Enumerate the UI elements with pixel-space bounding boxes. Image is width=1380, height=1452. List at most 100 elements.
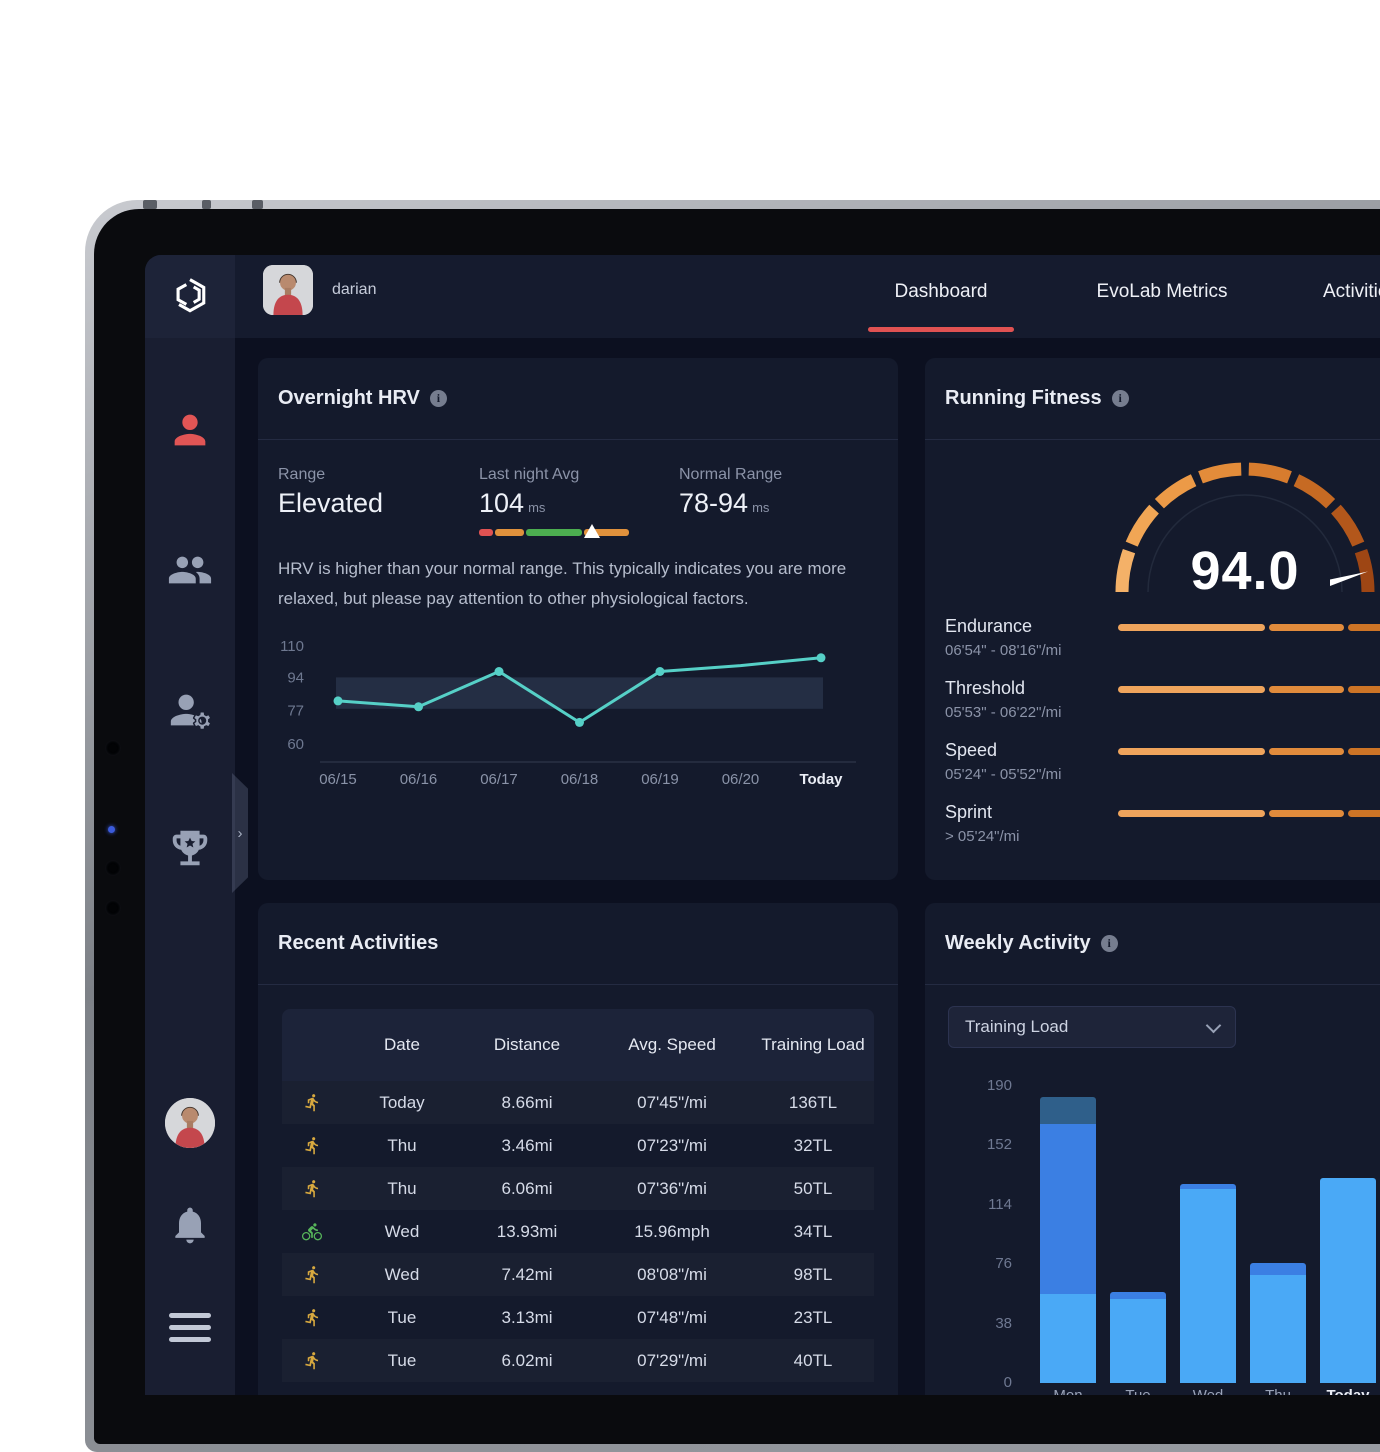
chevron-down-icon	[1205, 1017, 1222, 1033]
user-name: darian	[332, 281, 377, 298]
sidebar-item-friends[interactable]	[145, 547, 235, 593]
running-icon	[282, 1265, 342, 1284]
activity-row[interactable]: Wed 13.93mi 15.96mph 34TL	[282, 1210, 874, 1253]
profile-icon	[174, 414, 206, 446]
bell-icon	[175, 1207, 205, 1244]
avatar[interactable]	[263, 265, 313, 315]
card-overnight-hrv: Overnight HRV i Range Elevated Last nigh…	[258, 358, 898, 880]
app-screen: darian Dashboard EvoLab Metrics Activiti…	[145, 255, 1380, 1395]
zone-bar	[1118, 810, 1380, 817]
hrv-range-label: Range	[278, 466, 326, 483]
activity-load: 23TL	[793, 1307, 833, 1327]
svg-text:110: 110	[280, 638, 304, 655]
svg-text:94: 94	[287, 669, 304, 686]
running-icon	[282, 1136, 342, 1155]
hrv-range-value: Elevated	[278, 488, 384, 518]
metric-select[interactable]: Training Load	[948, 1006, 1236, 1048]
zone-name: Sprint	[945, 802, 993, 822]
svg-text:06/17: 06/17	[480, 771, 518, 788]
col-date: Date	[384, 1035, 420, 1054]
sidebar	[145, 255, 235, 1395]
hrv-range-gauge	[479, 524, 629, 538]
x-label: Thu	[1250, 1387, 1306, 1395]
sidebar-collapse-handle[interactable]: ›	[232, 773, 248, 893]
activity-speed: 07'29"/mi	[637, 1350, 707, 1370]
activity-load: 98TL	[793, 1264, 833, 1284]
table-header: Date Distance Avg. Speed Training Load	[282, 1009, 874, 1081]
activity-date: Wed	[384, 1264, 420, 1284]
activity-distance: 6.02mi	[501, 1350, 553, 1370]
activity-date: Wed	[384, 1221, 420, 1241]
sidebar-item-achievements[interactable]	[145, 825, 235, 871]
bar-thu-segment-2	[1250, 1262, 1306, 1276]
hrv-gauge-segment	[495, 529, 525, 536]
sidebar-avatar[interactable]	[165, 1098, 215, 1148]
hrv-gauge-segment	[584, 529, 629, 536]
metric-select-value: Training Load	[965, 1017, 1069, 1036]
weekly-bar-chart: 190 152 114 76 38 0 Mon Tue Wed Thu Today	[948, 1063, 1380, 1395]
activity-row[interactable]: Thu 3.46mi 07'23"/mi 32TL	[282, 1124, 874, 1167]
tab-evolab-metrics[interactable]: EvoLab Metrics	[1096, 281, 1228, 302]
bar-today-segment-1	[1320, 1178, 1376, 1383]
tab-activities[interactable]: Activities	[1323, 281, 1380, 302]
fitness-score: 94.0	[1190, 541, 1300, 601]
card-weekly-activity: Weekly Activity i Training Load 190 152 11…	[925, 903, 1380, 1395]
bar-tue-segment-1	[1110, 1298, 1166, 1383]
hrv-normal-label: Normal Range	[679, 466, 783, 483]
activity-distance: 6.06mi	[501, 1178, 553, 1198]
camera-dot	[105, 900, 121, 916]
svg-text:Today: Today	[799, 771, 843, 788]
bar-wed-segment-2	[1180, 1184, 1236, 1190]
hrv-description: HRV is higher than your normal range. Th…	[278, 559, 847, 608]
activity-date: Tue	[387, 1307, 417, 1327]
info-icon[interactable]: i	[1100, 935, 1118, 952]
tab-dashboard[interactable]: Dashboard	[894, 281, 988, 302]
sidebar-item-coaching[interactable]	[145, 687, 235, 733]
running-icon	[282, 1351, 342, 1370]
card-title: Overnight HRV	[278, 387, 420, 409]
info-icon[interactable]: i	[429, 390, 447, 407]
zone-range: > 05'24"/mi	[945, 828, 1020, 845]
y-tick: 190	[986, 1077, 1012, 1094]
user-photo	[263, 265, 313, 315]
cycling-icon	[282, 1222, 342, 1242]
menu-icon	[169, 1313, 211, 1318]
activity-speed: 07'23"/mi	[637, 1135, 707, 1155]
app-logo[interactable]	[145, 255, 236, 338]
activity-distance: 8.66mi	[501, 1092, 553, 1112]
activity-row[interactable]: Wed 7.42mi 08'08"/mi 98TL	[282, 1253, 874, 1296]
sensor-led	[108, 826, 115, 833]
activity-load: 40TL	[793, 1350, 833, 1370]
info-icon[interactable]: i	[1111, 390, 1129, 407]
zone-range: 06'54" - 08'16"/mi	[945, 642, 1062, 659]
svg-text:06/16: 06/16	[400, 771, 438, 788]
top-nav: darian Dashboard EvoLab Metrics Activiti…	[235, 255, 1380, 338]
person-settings-icon	[170, 694, 212, 731]
y-tick: 114	[988, 1195, 1012, 1213]
activity-row[interactable]: Tue 6.02mi 07'29"/mi 40TL	[282, 1339, 874, 1382]
camera-dot	[105, 740, 121, 756]
fitness-zone: Sprint > 05'24"/mi	[945, 802, 1380, 864]
y-tick: 152	[986, 1136, 1012, 1154]
activity-row[interactable]: Tue 3.13mi 07'48"/mi 23TL	[282, 1296, 874, 1339]
fitness-zone: Speed 05'24" - 05'52"/mi	[945, 740, 1380, 802]
activity-speed: 15.96mph	[634, 1221, 710, 1241]
activity-row[interactable]: Today 8.66mi 07'45"/mi 136TL	[282, 1081, 874, 1124]
activity-load: 32TL	[793, 1135, 833, 1155]
brand-hexagon-icon	[176, 277, 206, 313]
activity-row[interactable]: Thu 6.06mi 07'36"/mi 50TL	[282, 1167, 874, 1210]
sidebar-item-notifications[interactable]	[145, 1203, 235, 1247]
x-label: Today	[1320, 1387, 1376, 1395]
hrv-avg-value: 104	[479, 488, 525, 518]
tablet-bezel: darian Dashboard EvoLab Metrics Activiti…	[94, 209, 1380, 1444]
svg-text:06/20: 06/20	[722, 771, 760, 788]
menu-button[interactable]	[169, 1313, 211, 1342]
col-speed: Avg. Speed	[628, 1035, 716, 1054]
active-tab-indicator	[868, 327, 1014, 332]
sidebar-item-profile[interactable]	[145, 407, 235, 453]
activity-date: Tue	[387, 1350, 417, 1370]
x-label: Wed	[1180, 1387, 1236, 1395]
zone-range: 05'24" - 05'52"/mi	[945, 766, 1062, 783]
trophy-icon	[172, 830, 208, 866]
bar-wed-segment-1	[1180, 1189, 1236, 1383]
